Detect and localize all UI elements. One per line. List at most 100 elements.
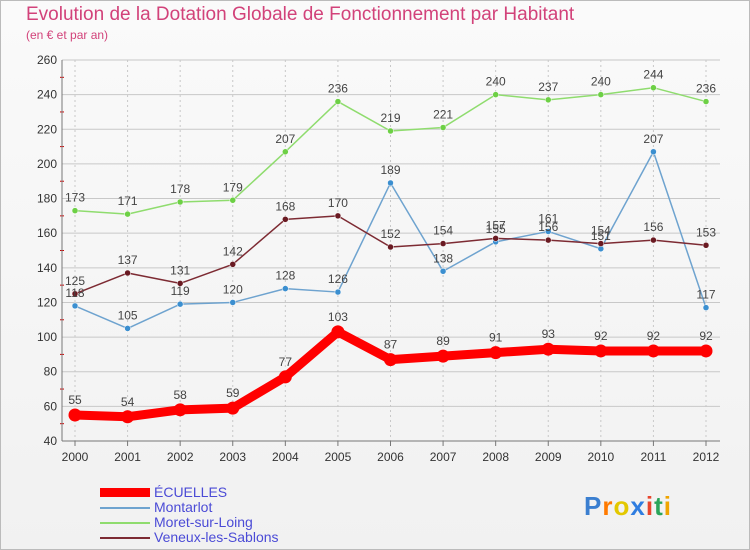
- x-tick-label: 2007: [430, 450, 457, 464]
- x-tick-label: 2001: [114, 450, 141, 464]
- data-label-ecuelles: 91: [489, 331, 503, 345]
- data-label-ecuelles: 55: [68, 393, 82, 407]
- logo-letter: r: [602, 491, 614, 521]
- data-label-veneux-les-sablons: 125: [65, 274, 85, 288]
- data-label-veneux-les-sablons: 131: [170, 263, 190, 277]
- logo-letter: x: [630, 491, 646, 521]
- data-point-veneux-les-sablons: [282, 216, 289, 223]
- data-label-ecuelles: 92: [647, 329, 661, 343]
- data-label-veneux-les-sablons: 137: [118, 253, 138, 267]
- data-label-montarlot: 189: [380, 163, 400, 177]
- data-label-montarlot: 105: [118, 308, 138, 322]
- data-point-veneux-les-sablons: [492, 235, 499, 242]
- data-point-veneux-les-sablons: [439, 240, 447, 247]
- y-tick-label: 160: [37, 226, 57, 240]
- data-label-moret-sur-loing: 240: [486, 75, 506, 89]
- data-label-montarlot: 126: [328, 272, 348, 286]
- y-tick-label: 80: [44, 365, 58, 379]
- y-tick-label: 220: [37, 122, 57, 136]
- data-point-montarlot: [650, 148, 657, 156]
- data-point-moret-sur-loing: [71, 207, 79, 214]
- x-tick-label: 2011: [641, 450, 667, 464]
- legend-label: Montarlot: [154, 499, 213, 515]
- data-label-moret-sur-loing: 178: [170, 182, 190, 196]
- y-tick-label: 240: [37, 88, 57, 102]
- data-point-moret-sur-loing: [545, 96, 552, 104]
- data-point-montarlot: [334, 288, 342, 296]
- y-tick-label: 200: [37, 157, 57, 171]
- x-tick-label: 2010: [587, 450, 614, 464]
- data-label-moret-sur-loing: 207: [275, 132, 295, 146]
- data-point-moret-sur-loing: [229, 197, 236, 204]
- legend-label: ÉCUELLES: [154, 484, 228, 500]
- proxiti-logo: Proxiti: [584, 491, 672, 522]
- x-tick-label: 2006: [377, 450, 404, 464]
- data-label-veneux-les-sablons: 152: [380, 227, 400, 241]
- data-point-moret-sur-loing: [282, 148, 289, 156]
- data-point-montarlot: [176, 300, 184, 308]
- data-label-ecuelles: 58: [173, 388, 187, 402]
- data-point-veneux-les-sablons: [702, 242, 710, 249]
- data-label-veneux-les-sablons: 156: [538, 220, 558, 234]
- data-label-veneux-les-sablons: 168: [275, 199, 295, 213]
- data-label-montarlot: 117: [696, 288, 715, 302]
- y-tick-label: 100: [37, 330, 57, 344]
- data-label-moret-sur-loing: 240: [591, 75, 611, 89]
- series-lines: [68, 84, 713, 424]
- data-label-montarlot: 207: [643, 132, 663, 146]
- data-point-montarlot: [282, 285, 289, 292]
- data-label-ecuelles: 87: [384, 338, 398, 352]
- chart-subtitle: (en € et par an): [26, 28, 109, 42]
- data-point-ecuelles: [278, 370, 292, 384]
- data-point-moret-sur-loing: [124, 210, 131, 218]
- logo-letter: i: [663, 491, 672, 521]
- axes: 40 60 80 100 120 140 160 180 200 220 240 260 2000 200…: [37, 53, 720, 464]
- legend-swatch: [100, 521, 150, 524]
- data-label-moret-sur-loing: 221: [433, 108, 453, 122]
- grid-lines: [62, 59, 720, 442]
- data-label-ecuelles: 77: [279, 355, 293, 369]
- x-tick-label: 2004: [272, 450, 299, 464]
- legend-swatch: [100, 488, 150, 497]
- data-label-moret-sur-loing: 236: [328, 82, 348, 96]
- data-label-ecuelles: 92: [699, 329, 713, 343]
- data-label-montarlot: 120: [223, 282, 243, 296]
- data-point-moret-sur-loing: [650, 84, 657, 91]
- data-point-montarlot: [702, 304, 710, 311]
- data-point-ecuelles: [384, 353, 397, 367]
- chart-title: Evolution de la Dotation Globale de Fonc…: [26, 4, 575, 25]
- legend-swatch: [100, 536, 150, 539]
- data-point-montarlot: [545, 228, 552, 235]
- data-point-montarlot: [71, 302, 79, 310]
- data-label-veneux-les-sablons: 153: [696, 225, 716, 239]
- data-point-moret-sur-loing: [492, 91, 499, 98]
- data-label-moret-sur-loing: 171: [118, 194, 138, 208]
- data-label-montarlot: 138: [433, 251, 453, 265]
- data-point-moret-sur-loing: [597, 91, 605, 98]
- data-label-ecuelles: 103: [328, 310, 348, 324]
- x-tick-label: 2009: [535, 450, 562, 464]
- y-tick-label: 180: [37, 192, 57, 206]
- data-point-ecuelles: [121, 410, 135, 424]
- data-label-moret-sur-loing: 236: [696, 82, 716, 96]
- logo-letter: i: [645, 491, 655, 521]
- data-point-moret-sur-loing: [702, 98, 710, 105]
- data-point-ecuelles: [699, 344, 713, 358]
- data-label-veneux-les-sablons: 154: [433, 224, 453, 238]
- data-label-ecuelles: 59: [226, 386, 240, 400]
- legend-swatch: [100, 506, 150, 509]
- x-tick-label: 2000: [62, 450, 89, 464]
- data-label-montarlot: 161: [538, 211, 558, 225]
- y-tick-label: 120: [37, 295, 57, 309]
- data-label-ecuelles: 93: [542, 327, 556, 341]
- x-tick-label: 2003: [219, 450, 246, 464]
- data-point-veneux-les-sablons: [650, 236, 657, 244]
- data-label-ecuelles: 92: [594, 329, 608, 343]
- x-tick-label: 2012: [693, 450, 720, 464]
- data-point-ecuelles: [594, 344, 608, 358]
- data-label-montarlot: 118: [65, 286, 84, 300]
- data-point-montarlot: [229, 299, 236, 306]
- data-label-veneux-les-sablons: 154: [591, 224, 611, 238]
- data-label-ecuelles: 89: [436, 334, 450, 348]
